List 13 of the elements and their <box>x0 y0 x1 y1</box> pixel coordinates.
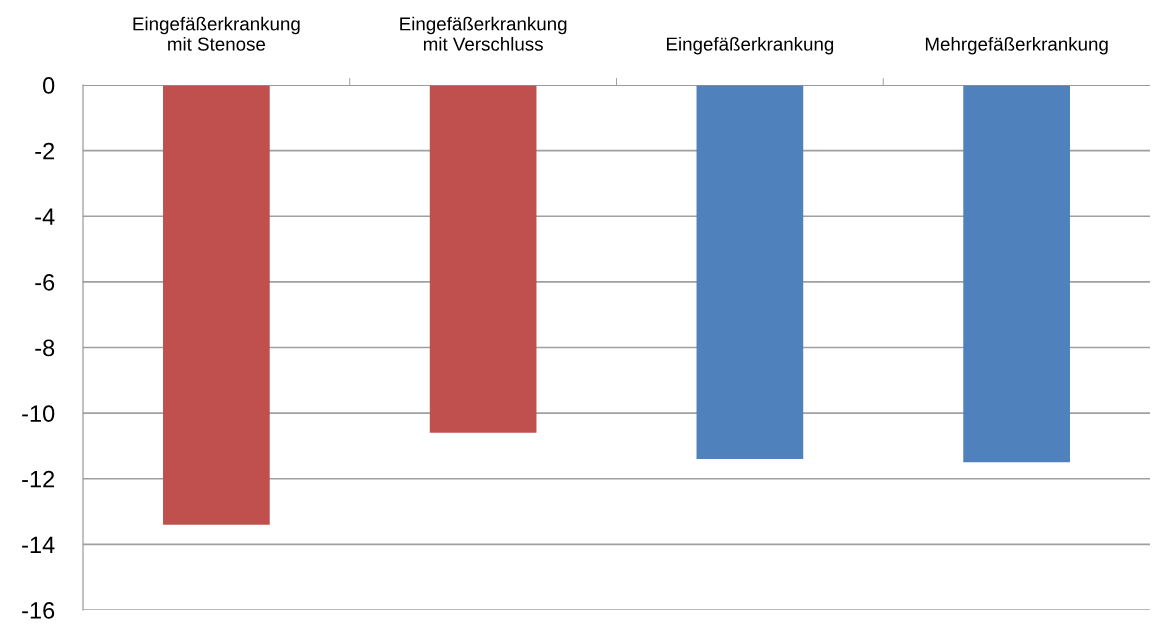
y-tick-label: -12 <box>22 470 55 488</box>
y-tick-label: -16 <box>22 602 55 619</box>
y-tick-label: -6 <box>35 273 55 291</box>
y-tick-label: -14 <box>22 536 55 553</box>
y-tick-label: -8 <box>35 339 55 357</box>
x-tick-label: Eingefäßerkrankung mit Verschluss <box>400 16 567 51</box>
x-tick-label: Eingefäßerkrankung mit Stenose <box>133 16 300 51</box>
x-tick-label: Eingefäßerkrankung <box>666 36 834 55</box>
y-tick-label: 0 <box>43 77 55 94</box>
y-tick-label: -2 <box>35 142 55 160</box>
y-tick-label: -10 <box>22 405 55 422</box>
x-tick-label: Mehrgefäßerkrankung <box>925 36 1108 55</box>
y-tick-label: -4 <box>35 208 55 225</box>
